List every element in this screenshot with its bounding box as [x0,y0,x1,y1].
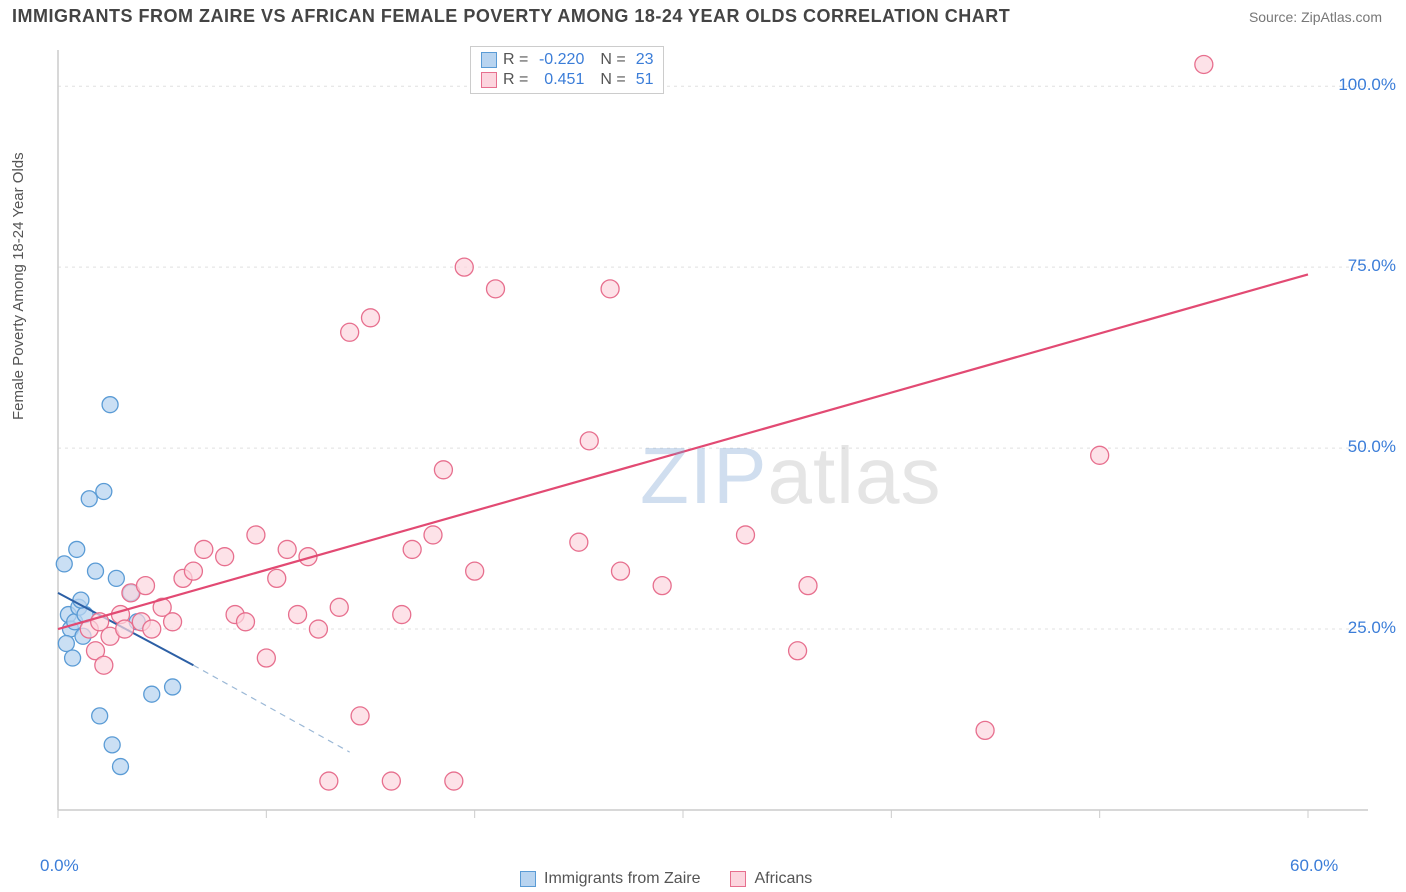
chart-source: Source: ZipAtlas.com [1249,9,1382,25]
legend-n-label: N = [600,70,625,90]
y-tick-label: 75.0% [1348,256,1396,276]
legend-row-africans: R = 0.451 N = 51 [481,70,653,90]
legend-label-africans: Africans [754,870,812,888]
chart-title: IMMIGRANTS FROM ZAIRE VS AFRICAN FEMALE … [12,6,1010,27]
legend-row-zaire: R = -0.220 N = 23 [481,50,653,70]
x-tick-label: 60.0% [1290,856,1338,876]
legend-n-value-africans: 51 [636,70,654,90]
legend-label-zaire: Immigrants from Zaire [544,870,700,888]
y-tick-label: 50.0% [1348,437,1396,457]
legend-r-value-africans: 0.451 [534,70,584,90]
correlation-legend: R = -0.220 N = 23 R = 0.451 N = 51 [470,46,664,94]
legend-item-africans: Africans [730,870,812,888]
scatter-plot-svg [48,40,1388,840]
x-tick-label: 0.0% [40,856,79,876]
y-tick-label: 25.0% [1348,618,1396,638]
legend-swatch-zaire [481,52,497,68]
legend-n-value-zaire: 23 [636,50,654,70]
y-tick-label: 100.0% [1338,75,1396,95]
legend-r-value-zaire: -0.220 [534,50,584,70]
series-legend: Immigrants from Zaire Africans [520,870,812,888]
legend-swatch-zaire [520,871,536,887]
chart-header: IMMIGRANTS FROM ZAIRE VS AFRICAN FEMALE … [0,0,1406,33]
chart-plot-area [48,40,1388,840]
y-axis-label: Female Poverty Among 18-24 Year Olds [10,152,27,420]
legend-r-label: R = [503,70,528,90]
legend-item-zaire: Immigrants from Zaire [520,870,700,888]
legend-n-label: N = [600,50,625,70]
legend-swatch-africans [481,72,497,88]
legend-swatch-africans [730,871,746,887]
legend-r-label: R = [503,50,528,70]
